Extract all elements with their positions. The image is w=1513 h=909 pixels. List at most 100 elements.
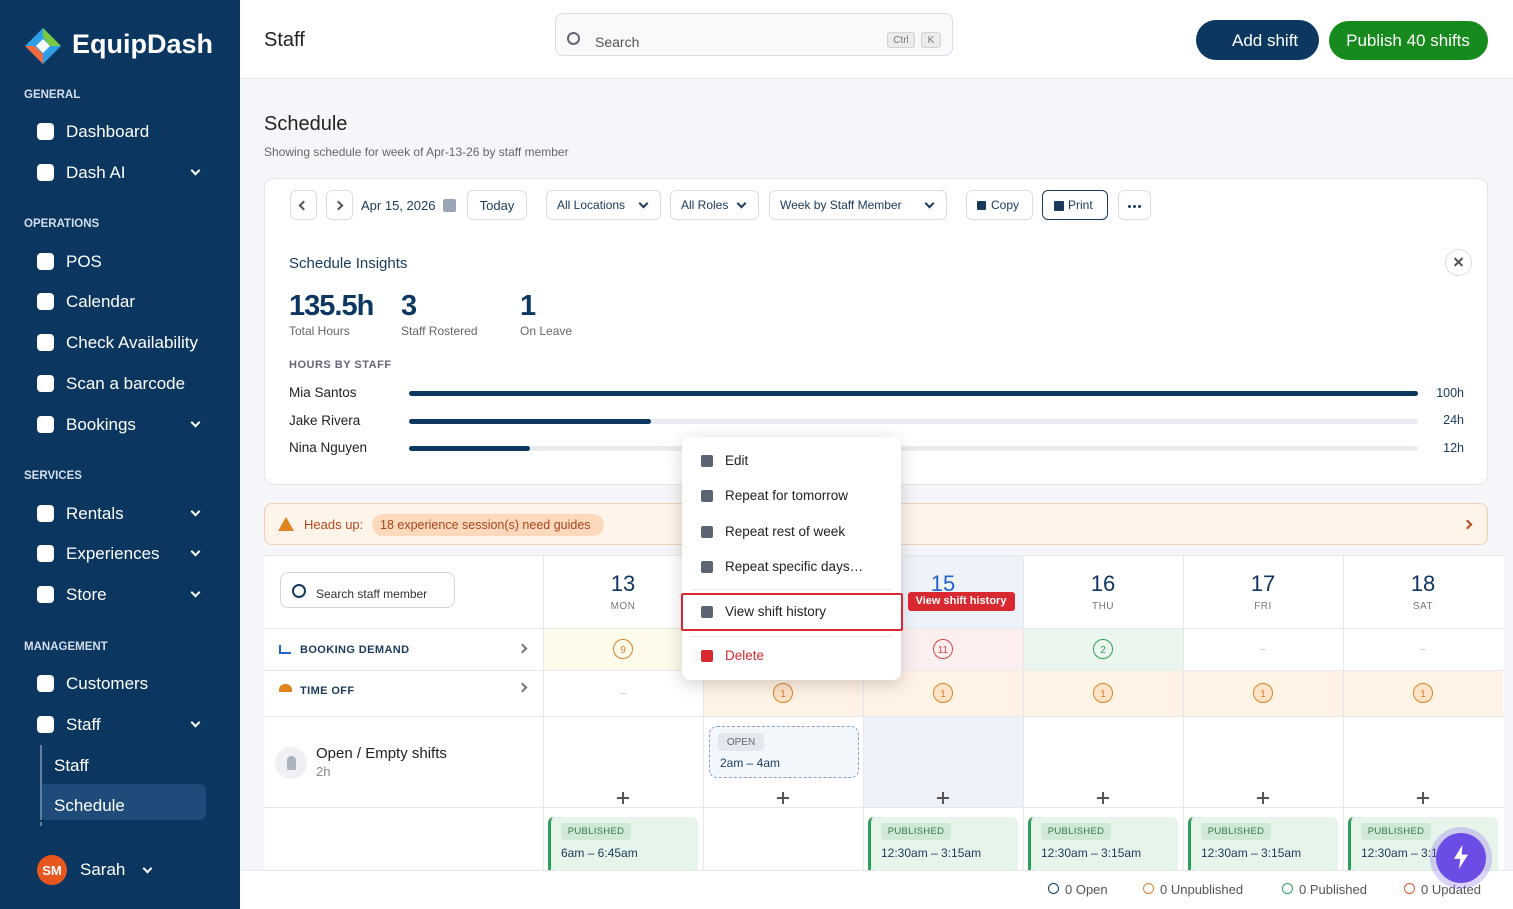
search-icon [292,584,306,598]
count-text: 11 [937,644,949,656]
status-badge [1041,823,1111,840]
plus-icon [782,792,784,804]
row-icon [279,645,291,654]
menu-item[interactable]: Delete [725,648,765,664]
day-number: 16 [1090,570,1116,596]
hours-label: 24h [1443,413,1464,428]
toolbar-button[interactable] [769,190,947,220]
legend-text: 0 Updated [1421,881,1481,897]
nav-item[interactable]: Rentals [66,503,124,523]
menu-item[interactable]: Repeat specific days… [725,559,864,575]
nav-item[interactable]: Dash AI [66,162,126,182]
filter-label: All Locations [557,198,626,213]
user-name[interactable]: Sarah [80,859,126,879]
nav-item[interactable]: Experiences [66,544,160,564]
hours-bar [409,446,531,451]
tooltip [908,592,1015,611]
nav-item[interactable]: Customers [66,673,149,693]
kbd [921,32,941,48]
menu-item[interactable]: Edit [725,453,749,469]
add-shift-button[interactable] [1196,20,1319,60]
staff-name: Nina Nguyen [289,440,368,456]
hours-bar [409,418,652,424]
icon [37,504,54,522]
plus-icon [622,792,624,804]
stat-label: Staff Rostered [401,324,478,339]
nav-item[interactable]: Staff [66,714,101,734]
row-icon [279,684,292,692]
stat-label: Total Hours [289,324,350,339]
toolbar-button[interactable] [290,190,317,220]
nav-subline [40,744,42,827]
today-label: Today [479,197,515,213]
plus-icon [1422,792,1424,804]
nav-subitem[interactable]: Schedule [54,796,125,816]
staff-search[interactable] [280,572,455,608]
icon [37,545,54,563]
icon [37,675,54,692]
icon [1054,201,1064,211]
nav-item[interactable]: Scan a barcode [66,373,186,393]
count-badge [613,639,633,659]
nav-item[interactable]: Bookings [66,414,136,434]
toolbar-button[interactable] [1042,190,1108,220]
menu-item[interactable]: Repeat for tomorrow [725,488,849,504]
toolbar-button[interactable] [546,190,661,220]
nav-item[interactable]: POS [66,251,102,271]
empty-text: – [1260,643,1266,655]
filter-label: Week by Staff Member [780,198,902,213]
section-label: SERVICES [24,470,82,483]
stat-label: On Leave [520,324,573,339]
menu-item[interactable]: Repeat rest of week [725,524,846,540]
toolbar-button[interactable] [326,190,353,220]
day-name: FRI [1254,600,1272,612]
column-line [1183,556,1184,870]
insights-title: Schedule Insights [289,255,408,273]
open-hours: 2h [316,763,331,779]
column-line [863,556,864,870]
kbd [887,32,915,48]
nav-item[interactable]: Check Availability [66,333,198,353]
legend-text: 0 Open [1065,881,1108,897]
nav-item[interactable]: Store [66,585,107,605]
search-placeholder: Search [595,33,640,50]
day-name: SAT [1412,600,1434,612]
column-line [543,556,544,870]
open-avatar-icon [287,756,296,770]
shift-status: PUBLISHED [567,825,625,837]
icon [37,586,54,604]
day-number: 17 [1250,570,1276,596]
nav-item[interactable]: Dashboard [66,121,150,141]
toolbar-button[interactable] [670,190,759,220]
column-line [703,556,704,870]
search-box[interactable] [555,13,953,56]
icon [37,334,54,352]
today-column [863,716,1023,807]
icon [701,526,713,538]
icon [37,252,54,270]
row-label[interactable]: BOOKING DEMAND [300,643,410,656]
status-badge [1201,823,1271,840]
count-badge [1093,639,1113,659]
bar-track [409,446,1418,451]
shift-time: 6am – 6:45am [561,846,638,861]
count-text: 1 [940,688,946,700]
row-label[interactable]: TIME OFF [300,684,355,697]
empty-text: – [1420,643,1426,655]
nav-item[interactable]: Calendar [66,292,135,312]
nav-subitem[interactable]: Staff [54,755,89,775]
count-badge [1413,683,1433,703]
avatar-initials: SM [42,862,62,878]
icon [37,375,54,392]
menu-item[interactable]: View shift history [725,604,827,620]
publish-button[interactable] [1329,21,1488,60]
kbd-key: K [927,34,935,46]
row-line [264,716,1504,717]
menu-separator [691,589,891,590]
toolbar-button[interactable] [467,190,527,220]
legend-dot [1048,883,1059,894]
count-text: 9 [620,644,626,656]
avatar [37,855,67,885]
status-badge [561,823,631,840]
